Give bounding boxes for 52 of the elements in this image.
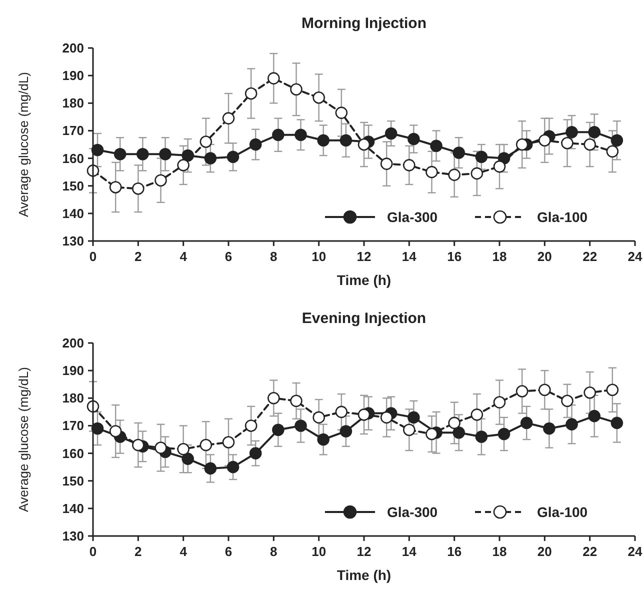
y-tick-label: 190: [62, 363, 84, 378]
x-tick-label: 20: [537, 249, 552, 264]
y-tick-label: 180: [62, 96, 84, 111]
y-tick-label: 170: [62, 418, 84, 434]
x-tick-label: 12: [356, 249, 372, 264]
y-tick-label: 200: [62, 336, 84, 350]
x-tick-label: 2: [134, 249, 142, 264]
x-tick-label: 4: [180, 249, 188, 264]
x-tick-label: 0: [89, 249, 97, 264]
legend-label: Gla-100: [537, 504, 588, 520]
x-tick-label: 22: [582, 249, 598, 264]
x-tick-label: 8: [270, 544, 278, 559]
y-tick-label: 150: [62, 178, 84, 194]
y-tick-label: 160: [62, 150, 84, 166]
y-tick-label: 190: [62, 68, 84, 84]
y-tick-label: 170: [62, 123, 84, 138]
y-tick-label: 150: [62, 473, 84, 488]
y-tick-label: 140: [62, 500, 84, 516]
x-tick-label: 4: [180, 544, 188, 559]
x-tick-label: 16: [447, 249, 462, 264]
x-axis-title: Time (h): [336, 272, 392, 288]
y-tick-label: 130: [62, 234, 84, 248]
chart-title: Evening Injection: [302, 310, 426, 327]
x-tick-label: 20: [537, 544, 552, 559]
x-tick-label: 8: [270, 249, 278, 264]
x-tick-label: 6: [224, 544, 232, 559]
x-tick-label: 10: [312, 544, 326, 559]
y-tick-label: 200: [62, 40, 84, 56]
chart-title: Morning Injection: [302, 15, 426, 32]
x-tick-label: 18: [492, 544, 507, 559]
legend-label: Gla-300: [387, 209, 438, 225]
x-tick-label: 24: [628, 544, 643, 559]
legend-label: Gla-300: [387, 504, 438, 520]
y-tick-label: 130: [62, 528, 84, 544]
y-tick-label: 160: [62, 446, 84, 461]
x-tick-label: 16: [447, 544, 462, 559]
x-axis-title: Time (h): [336, 567, 392, 583]
x-tick-label: 18: [492, 249, 507, 264]
x-tick-label: 12: [356, 544, 372, 559]
x-tick-label: 14: [402, 544, 418, 559]
x-tick-label: 10: [312, 249, 326, 264]
x-tick-label: 2: [134, 544, 142, 559]
x-tick-label: 22: [582, 544, 598, 559]
y-axis-title: Average glucose (mg/dL): [16, 72, 31, 218]
legend-label: Gla-100: [537, 209, 588, 225]
x-tick-label: 14: [402, 249, 418, 264]
x-tick-label: 0: [89, 544, 97, 559]
y-tick-label: 180: [62, 390, 84, 406]
x-tick-label: 6: [224, 249, 232, 264]
x-tick-label: 24: [628, 249, 643, 264]
y-tick-label: 140: [62, 206, 84, 221]
y-axis-title: Average glucose (mg/dL): [16, 366, 31, 512]
